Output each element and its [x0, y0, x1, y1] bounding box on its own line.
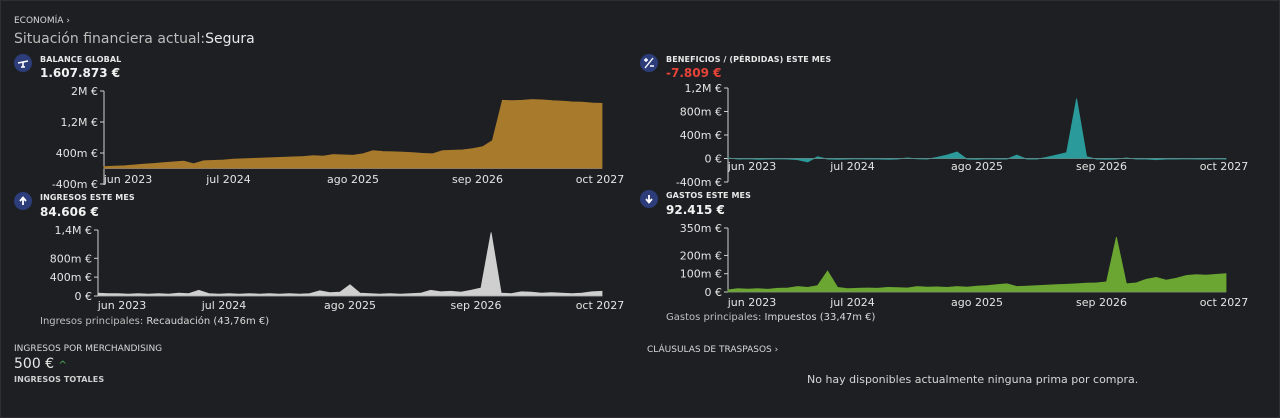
- series-area: [103, 99, 603, 169]
- y-tick-label: 800m €: [50, 252, 92, 265]
- x-tick-label: jun 2023: [727, 160, 777, 173]
- expenses-footer-label: Gastos principales:: [666, 312, 762, 323]
- expenses-footer-value: Impuestos (33,47m €): [764, 312, 876, 323]
- x-tick-label: ago 2025: [951, 160, 1003, 173]
- x-tick-label: oct 2027: [1200, 296, 1249, 309]
- y-tick-label: 1,2M €: [685, 82, 722, 95]
- expenses-value: 92.415 €: [666, 203, 725, 217]
- y-tick-label: 200m €: [680, 249, 722, 262]
- caret-up-icon: ^: [58, 360, 67, 371]
- balance-title: BALANCE GLOBAL: [40, 55, 122, 64]
- balance-value: 1.607.873 €: [40, 66, 121, 80]
- income-footer-value: Recaudación (43,76m €): [146, 316, 270, 327]
- income-title: INGRESOS ESTE MES: [40, 193, 135, 202]
- expenses-title: GASTOS ESTE MES: [666, 191, 751, 200]
- transfers-link[interactable]: CLÁUSULAS DE TRASPASOS ›: [647, 345, 778, 355]
- merch-title: INGRESOS POR MERCHANDISING: [14, 344, 163, 354]
- x-tick-label: jun 2023: [727, 296, 777, 309]
- x-tick-label: sep 2026: [1076, 160, 1127, 173]
- x-tick-label: jul 2024: [829, 160, 875, 173]
- x-tick-label: ago 2025: [327, 173, 379, 186]
- financial-status: Situación financiera actual:Segura: [14, 31, 255, 47]
- y-tick-label: 400m €: [50, 271, 92, 284]
- merch-value-row: 500 € ^: [14, 356, 67, 372]
- income-footer-label: Ingresos principales:: [40, 316, 144, 327]
- income-footer: Ingresos principales: Recaudación (43,76…: [40, 316, 269, 327]
- series-area: [727, 237, 1227, 293]
- balance-chart: 2M € 1,2M € 400m € -400m € jun 2023 jul 2024 a…: [52, 85, 625, 188]
- y-tick-label: 2M €: [71, 85, 98, 98]
- x-tick-label: oct 2027: [576, 299, 625, 312]
- x-tick-label: sep 2026: [451, 299, 502, 312]
- plus-minus-icon: [640, 54, 658, 72]
- series-area: [97, 232, 603, 297]
- chevron-right-icon: ›: [774, 345, 779, 355]
- x-tick-label: sep 2026: [452, 173, 503, 186]
- y-tick-label: 100m €: [680, 268, 722, 281]
- balance-scale-icon: [14, 54, 32, 72]
- income-value: 84.606 €: [40, 205, 99, 219]
- y-tick-label: 800m €: [680, 106, 722, 119]
- merch-value: 500 €: [14, 356, 55, 372]
- y-tick-label: -400m €: [52, 178, 98, 188]
- y-tick-label: 400m €: [56, 147, 98, 160]
- x-tick-label: jun 2023: [103, 173, 153, 186]
- x-tick-label: oct 2027: [576, 173, 625, 186]
- arrow-down-icon: [640, 190, 658, 208]
- x-tick-label: sep 2026: [1076, 296, 1127, 309]
- merch-subtitle: INGRESOS TOTALES: [14, 375, 105, 384]
- y-tick-label: 0 €: [705, 153, 723, 166]
- financial-status-label: Situación financiera actual:: [14, 31, 206, 47]
- x-tick-label: jun 2023: [97, 299, 147, 312]
- x-tick-label: jul 2024: [205, 173, 251, 186]
- y-tick-label: 350m €: [680, 222, 722, 235]
- y-tick-label: 0 €: [75, 290, 93, 303]
- transfers-title: CLÁUSULAS DE TRASPASOS: [647, 345, 772, 355]
- y-tick-label: 1,4M €: [55, 224, 92, 237]
- profit-chart: 1,2M € 800m € 400m € 0 € -400m € jun 2023 jul …: [676, 82, 1249, 186]
- series-area: [727, 98, 1227, 163]
- y-tick-label: -400m €: [676, 176, 722, 186]
- chevron-right-icon: ›: [66, 16, 70, 26]
- x-tick-label: oct 2027: [1200, 160, 1249, 173]
- y-tick-label: 1,2M €: [61, 116, 98, 129]
- expenses-chart: 350m € 200m € 100m € 0 € jun 2023 jul 2024 ago…: [680, 222, 1249, 309]
- y-tick-label: 400m €: [680, 129, 722, 142]
- x-tick-label: jul 2024: [829, 296, 875, 309]
- expenses-footer: Gastos principales: Impuestos (33,47m €): [666, 312, 875, 323]
- x-tick-label: ago 2025: [951, 296, 1003, 309]
- profit-value: -7.809 €: [666, 66, 722, 80]
- breadcrumb-label: ECONOMÍA: [14, 16, 64, 26]
- income-chart: 1,4M € 800m € 400m € 0 € jun 2023 jul 2024 ago…: [50, 224, 625, 312]
- y-tick-label: 0 €: [705, 286, 723, 299]
- financial-status-value: Segura: [205, 31, 255, 47]
- x-tick-label: jul 2024: [201, 299, 247, 312]
- breadcrumb-economy[interactable]: ECONOMÍA ›: [14, 16, 70, 26]
- transfers-empty-message: No hay disponibles actualmente ninguna p…: [807, 373, 1139, 386]
- x-tick-label: ago 2025: [324, 299, 376, 312]
- arrow-up-icon: [14, 192, 32, 210]
- profit-title: BENEFICIOS / (PÉRDIDAS) ESTE MES: [666, 55, 832, 64]
